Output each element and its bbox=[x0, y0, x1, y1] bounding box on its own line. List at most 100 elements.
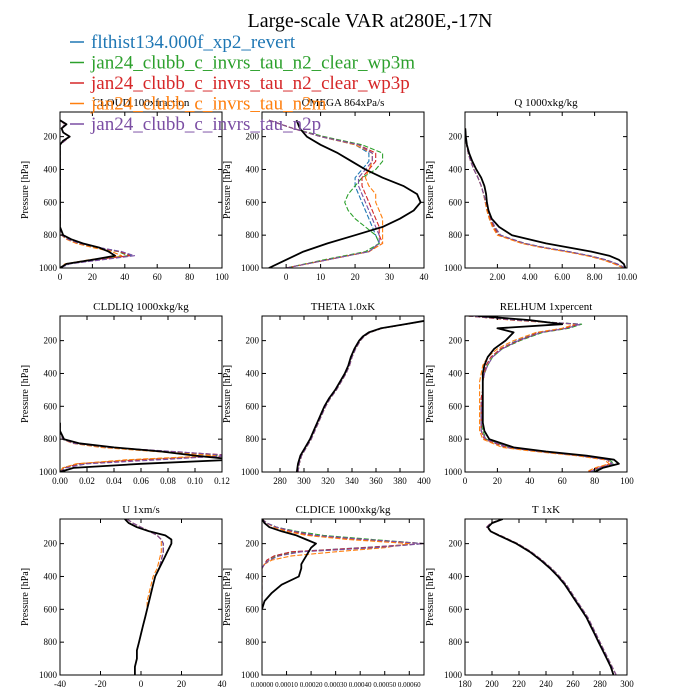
panel-title: T 1xK bbox=[532, 504, 560, 516]
series-5-line bbox=[486, 519, 617, 675]
x-tick-label: 320 bbox=[321, 476, 335, 486]
y-tick-label: 400 bbox=[246, 368, 260, 378]
series-2-line bbox=[126, 519, 164, 675]
x-tick-label: 20 bbox=[88, 272, 98, 282]
series-5-line bbox=[268, 119, 380, 268]
x-tick-label: 0.04 bbox=[106, 476, 122, 486]
panel-8: CLDICE 1000xkg/kg Pressure [hPa] 200 400 600… bbox=[222, 504, 425, 689]
x-tick-label: 0.00040 bbox=[349, 681, 372, 689]
x-tick-label: 6.00 bbox=[554, 272, 570, 282]
panel-title: U 1xm/s bbox=[122, 504, 160, 516]
series-5-line bbox=[465, 128, 626, 268]
plot-frame bbox=[59, 518, 223, 676]
x-tick-label: 0.00030 bbox=[324, 681, 347, 689]
y-tick-label: 200 bbox=[246, 336, 260, 346]
x-tick-label: 40 bbox=[525, 476, 535, 486]
series-reference-line bbox=[295, 320, 424, 472]
x-tick-label: 0.12 bbox=[214, 476, 230, 486]
x-tick-label: 0 bbox=[139, 679, 144, 689]
y-tick-label: 1000 bbox=[241, 467, 260, 477]
x-tick-label: 80 bbox=[590, 476, 600, 486]
series-4-line bbox=[262, 519, 410, 610]
legend-label: flthist134.000f_xp2_revert bbox=[91, 32, 296, 53]
plot-frame bbox=[464, 315, 628, 473]
series-2-line bbox=[268, 119, 384, 268]
y-tick-label: 800 bbox=[44, 230, 58, 240]
x-tick-label: 100 bbox=[620, 476, 634, 486]
series-1-line bbox=[60, 422, 222, 472]
y-tick-label: 600 bbox=[246, 401, 260, 411]
y-tick-label: 1000 bbox=[39, 467, 58, 477]
y-tick-label: 600 bbox=[246, 197, 260, 207]
series-3-line bbox=[486, 519, 617, 675]
panel-4: CLDLIQ 1000xkg/kg Pressure [hPa] 200 400 600… bbox=[20, 301, 230, 486]
panel-title: Q 1000xkg/kg bbox=[514, 97, 578, 109]
legend-item: jan24_clubb_c_invrs_tau_n2p bbox=[70, 114, 321, 135]
y-axis-label: Pressure [hPa] bbox=[222, 365, 233, 423]
series-3-line bbox=[465, 128, 625, 268]
series-reference-line bbox=[60, 119, 116, 268]
x-tick-label: -40 bbox=[54, 679, 66, 689]
y-tick-label: 600 bbox=[44, 604, 58, 614]
series-3-line bbox=[126, 519, 164, 675]
x-tick-label: 0 bbox=[463, 476, 468, 486]
y-tick-label: 200 bbox=[449, 132, 463, 142]
x-tick-label: 300 bbox=[620, 679, 634, 689]
legend-item: jan24_clubb_c_invrs_tau_n2_clear_wp3p bbox=[70, 73, 410, 94]
y-tick-label: 600 bbox=[246, 604, 260, 614]
panel-title: RELHUM 1xpercent bbox=[500, 301, 593, 313]
series-3-line bbox=[268, 119, 384, 268]
series-5-line bbox=[126, 519, 164, 675]
x-tick-label: 0 bbox=[284, 272, 289, 282]
plot-frame bbox=[59, 111, 223, 269]
y-tick-label: 200 bbox=[44, 132, 58, 142]
panel-title: CLDLIQ 1000xkg/kg bbox=[93, 301, 189, 313]
y-axis-label: Pressure [hPa] bbox=[425, 568, 436, 626]
series-2-line bbox=[486, 519, 617, 675]
series-2-line bbox=[297, 320, 424, 472]
y-tick-label: 800 bbox=[246, 434, 260, 444]
y-axis-label: Pressure [hPa] bbox=[425, 161, 436, 219]
y-axis-label: Pressure [hPa] bbox=[20, 568, 31, 626]
y-tick-label: 400 bbox=[449, 368, 463, 378]
panel-5: THETA 1.0xK Pressure [hPa] 200 400 600 800 100… bbox=[222, 301, 431, 486]
series-4-line bbox=[486, 519, 617, 675]
y-tick-label: 800 bbox=[449, 434, 463, 444]
series-1-line bbox=[126, 519, 164, 675]
x-tick-label: 0.00060 bbox=[398, 681, 421, 689]
x-tick-label: 380 bbox=[393, 476, 407, 486]
series-3-line bbox=[297, 320, 424, 472]
x-tick-label: 20 bbox=[351, 272, 361, 282]
y-tick-label: 800 bbox=[449, 230, 463, 240]
y-tick-label: 800 bbox=[246, 637, 260, 647]
x-tick-label: 180 bbox=[458, 679, 472, 689]
legend-item: jan24_clubb_c_invrs_tau_n2m bbox=[70, 94, 327, 115]
x-tick-label: 0.00010 bbox=[275, 681, 298, 689]
series-2-line bbox=[465, 128, 626, 268]
y-axis-label: Pressure [hPa] bbox=[20, 161, 31, 219]
panel-title: CLOUD 100xfraction bbox=[93, 97, 190, 109]
series-reference-line bbox=[262, 519, 317, 610]
y-tick-label: 200 bbox=[246, 132, 260, 142]
panel-3: Q 1000xkg/kg Pressure [hPa] 200 400 600 800 10… bbox=[425, 97, 638, 282]
series-1-line bbox=[486, 519, 617, 675]
x-tick-label: 40 bbox=[120, 272, 130, 282]
x-tick-label: 100 bbox=[215, 272, 229, 282]
x-tick-label: 0.08 bbox=[160, 476, 176, 486]
series-3-line bbox=[262, 519, 424, 610]
figure-title: Large-scale VAR at280E,-17N bbox=[248, 10, 493, 32]
y-tick-label: 400 bbox=[44, 164, 58, 174]
x-tick-label: 0.02 bbox=[79, 476, 95, 486]
x-tick-label: 4.00 bbox=[522, 272, 538, 282]
x-tick-label: 20 bbox=[493, 476, 503, 486]
x-tick-label: 280 bbox=[593, 679, 607, 689]
y-tick-label: 800 bbox=[44, 434, 58, 444]
y-tick-label: 400 bbox=[44, 368, 58, 378]
x-tick-label: 260 bbox=[566, 679, 580, 689]
x-tick-label: 0.00 bbox=[52, 476, 68, 486]
legend-item: jan24_clubb_c_invrs_tau_n2_clear_wp3m bbox=[70, 53, 415, 74]
series-3-line bbox=[60, 422, 222, 472]
series-reference-line bbox=[477, 316, 620, 472]
